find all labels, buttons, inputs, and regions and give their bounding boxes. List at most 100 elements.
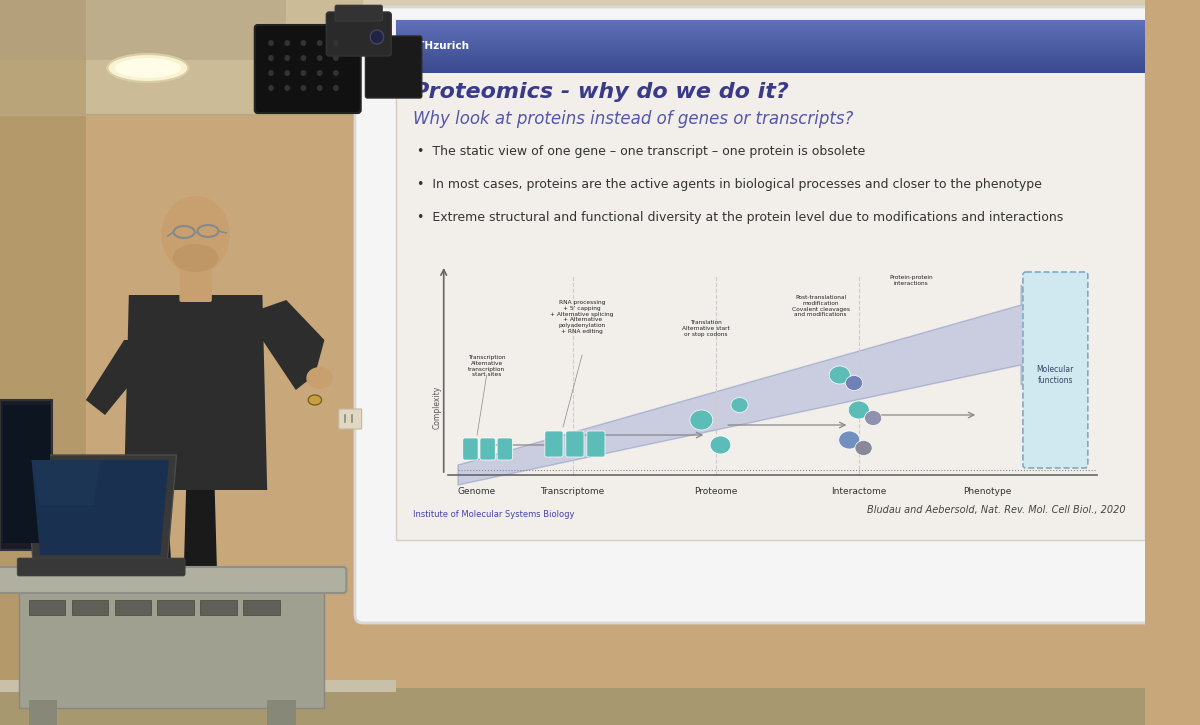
Ellipse shape [284,40,290,46]
FancyBboxPatch shape [0,0,1145,115]
Ellipse shape [300,40,306,46]
Ellipse shape [119,645,292,675]
FancyBboxPatch shape [125,644,185,670]
FancyBboxPatch shape [396,43,1145,44]
Ellipse shape [284,85,290,91]
Ellipse shape [268,70,274,76]
Ellipse shape [268,85,274,91]
Text: Bludau and Aebersold, Nat. Rev. Mol. Cell Biol., 2020: Bludau and Aebersold, Nat. Rev. Mol. Cel… [868,505,1126,515]
FancyBboxPatch shape [396,45,1145,46]
FancyBboxPatch shape [396,61,1145,62]
Ellipse shape [854,441,872,455]
FancyBboxPatch shape [0,567,347,593]
FancyBboxPatch shape [396,27,1145,28]
FancyBboxPatch shape [396,63,1145,65]
FancyBboxPatch shape [268,700,296,725]
FancyBboxPatch shape [396,42,1145,44]
Ellipse shape [268,40,274,46]
Polygon shape [181,490,220,660]
Ellipse shape [710,436,731,454]
FancyBboxPatch shape [396,58,1145,59]
FancyBboxPatch shape [396,38,1145,39]
Ellipse shape [284,55,290,61]
Text: •  The static view of one gene – one transcript – one protein is obsolete: • The static view of one gene – one tran… [416,145,865,158]
Ellipse shape [284,70,290,76]
FancyBboxPatch shape [463,438,478,460]
Ellipse shape [317,70,323,76]
Ellipse shape [848,401,869,419]
FancyBboxPatch shape [254,25,361,113]
Text: Complexity: Complexity [432,386,442,428]
FancyBboxPatch shape [396,68,1145,70]
Text: Why look at proteins instead of genes or transcripts?: Why look at proteins instead of genes or… [413,110,853,128]
FancyBboxPatch shape [29,600,65,615]
FancyBboxPatch shape [396,64,1145,65]
FancyBboxPatch shape [396,59,1145,60]
Ellipse shape [114,58,181,78]
FancyBboxPatch shape [157,600,193,615]
FancyBboxPatch shape [497,438,512,460]
Text: Translation
Alternative start
or stop codons: Translation Alternative start or stop co… [683,320,730,336]
FancyBboxPatch shape [29,700,58,725]
Polygon shape [0,0,287,60]
FancyBboxPatch shape [396,50,1145,51]
FancyBboxPatch shape [480,438,496,460]
FancyBboxPatch shape [396,34,1145,36]
Ellipse shape [864,410,882,426]
FancyBboxPatch shape [396,55,1145,57]
FancyBboxPatch shape [396,54,1145,56]
FancyBboxPatch shape [179,268,212,302]
FancyBboxPatch shape [396,32,1145,33]
FancyBboxPatch shape [0,0,86,725]
FancyBboxPatch shape [396,56,1145,57]
Text: Phenotype: Phenotype [964,487,1012,496]
FancyBboxPatch shape [17,558,185,576]
Polygon shape [31,460,169,555]
Text: Molecular
functions: Molecular functions [1037,365,1074,385]
FancyBboxPatch shape [396,69,1145,70]
FancyBboxPatch shape [200,600,236,615]
FancyBboxPatch shape [396,66,1145,67]
FancyBboxPatch shape [396,52,1145,54]
FancyBboxPatch shape [244,600,280,615]
FancyBboxPatch shape [396,24,1145,25]
Ellipse shape [161,196,230,274]
FancyBboxPatch shape [396,47,1145,49]
FancyBboxPatch shape [175,644,230,670]
FancyBboxPatch shape [396,44,1145,46]
FancyBboxPatch shape [396,23,1145,25]
Text: Institute of Molecular Systems Biology: Institute of Molecular Systems Biology [413,510,575,519]
Text: Proteomics - why do we do it?: Proteomics - why do we do it? [413,82,788,102]
FancyBboxPatch shape [566,431,584,457]
FancyBboxPatch shape [396,28,1145,30]
Ellipse shape [690,410,713,430]
FancyBboxPatch shape [396,25,1145,27]
Text: Proteome: Proteome [694,487,737,496]
FancyBboxPatch shape [338,409,361,429]
FancyBboxPatch shape [396,51,1145,52]
Ellipse shape [371,30,384,44]
Polygon shape [138,490,176,660]
Ellipse shape [846,376,863,391]
FancyBboxPatch shape [335,5,383,21]
Text: Transcriptome: Transcriptome [540,487,605,496]
Ellipse shape [300,70,306,76]
FancyBboxPatch shape [587,431,605,457]
Polygon shape [0,0,362,115]
Ellipse shape [306,367,334,389]
Ellipse shape [334,70,338,76]
Ellipse shape [300,55,306,61]
Text: •  Extreme structural and functional diversity at the protein level due to modif: • Extreme structural and functional dive… [416,211,1063,224]
FancyBboxPatch shape [396,20,1145,22]
FancyBboxPatch shape [326,12,391,56]
FancyBboxPatch shape [114,600,151,615]
Text: Protein-protein
interactions: Protein-protein interactions [889,275,934,286]
Ellipse shape [308,395,322,405]
FancyBboxPatch shape [396,21,1145,22]
Text: Genome: Genome [458,487,497,496]
FancyBboxPatch shape [396,29,1145,30]
Ellipse shape [173,244,218,272]
FancyBboxPatch shape [396,70,1145,72]
FancyBboxPatch shape [396,71,1145,72]
Ellipse shape [317,40,323,46]
